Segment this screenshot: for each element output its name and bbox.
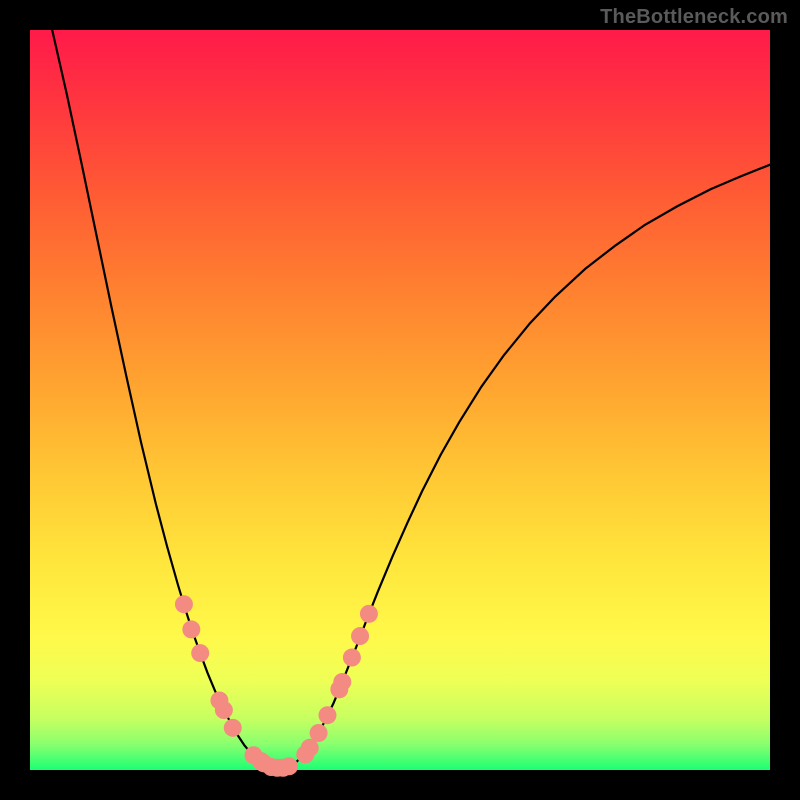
marker-dot: [360, 605, 378, 623]
marker-dot: [175, 595, 193, 613]
marker-dot: [318, 706, 336, 724]
marker-dot: [343, 649, 361, 667]
plot-background: [30, 30, 770, 770]
chart-container: TheBottleneck.com: [0, 0, 800, 800]
watermark-label: TheBottleneck.com: [600, 6, 788, 29]
marker-dot: [310, 724, 328, 742]
frame-border: [770, 0, 800, 800]
marker-dot: [351, 627, 369, 645]
marker-dot: [215, 701, 233, 719]
marker-dot: [224, 719, 242, 737]
marker-dot: [280, 757, 298, 775]
chart-svg: [0, 0, 800, 800]
frame-border: [0, 0, 30, 800]
marker-dot: [182, 620, 200, 638]
frame-border: [0, 770, 800, 800]
marker-dot: [333, 673, 351, 691]
marker-dot: [191, 644, 209, 662]
